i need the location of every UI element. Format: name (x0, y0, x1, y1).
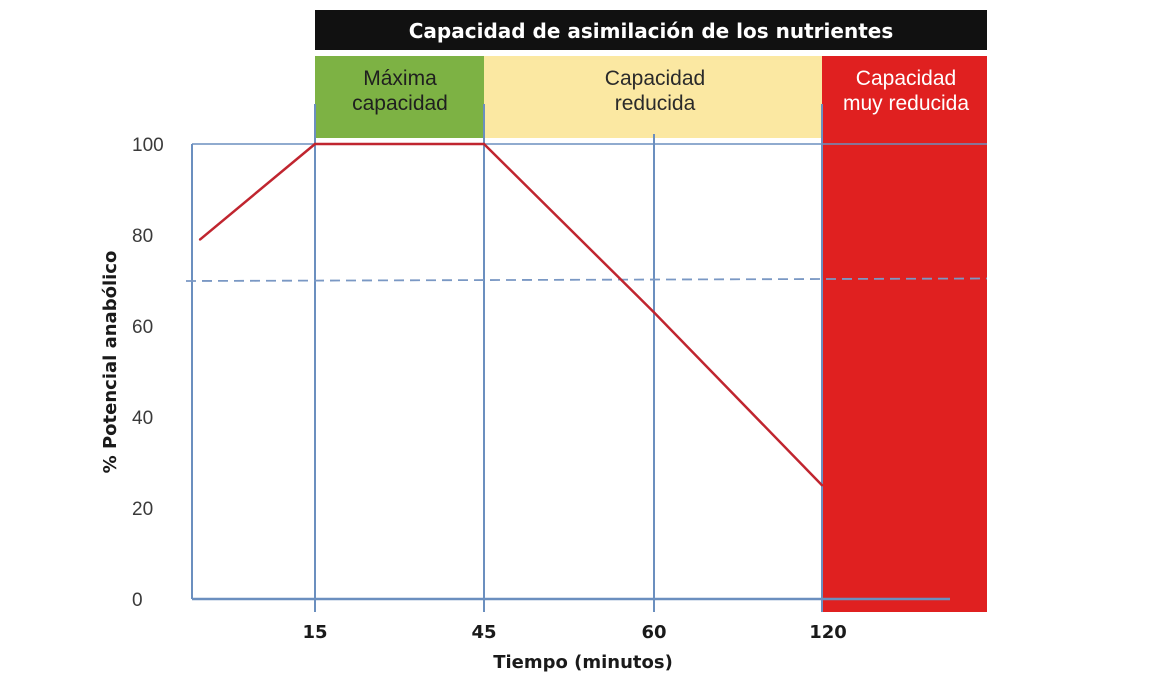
band-capacidad-reducida (484, 56, 822, 138)
y-tick-label: 100 (132, 135, 164, 156)
band-label-muy-reducida-line2: muy reducida (843, 92, 969, 115)
band-label-maxima-line2: capacidad (352, 92, 448, 115)
title-bar (315, 10, 987, 50)
y-tick-label: 80 (132, 226, 153, 247)
reference-dashed-line (185, 277, 988, 282)
y-axis-ticks: 0 20 40 60 80 100 (132, 135, 164, 611)
data-point (313, 142, 317, 146)
x-tick-label: 60 (641, 622, 666, 643)
band-capacidad-muy-reducida (822, 56, 987, 612)
band-label-reducida-line1: Capacidad (605, 67, 705, 90)
x-tick-label: 15 (302, 622, 327, 643)
y-tick-label: 60 (132, 317, 153, 338)
data-point (652, 311, 656, 314)
series-line (199, 142, 823, 487)
y-tick-label: 20 (132, 499, 153, 520)
x-tick-label: 45 (471, 622, 496, 643)
chart-title: Capacidad de asimilación de los nutrient… (409, 19, 893, 43)
band-label-reducida-line2: reducida (615, 92, 696, 115)
x-axis-title: Tiempo (minutos) (493, 652, 673, 673)
data-point (482, 142, 486, 146)
band-label-muy-reducida-line1: Capacidad (856, 67, 956, 90)
x-tick-label: 120 (809, 622, 847, 643)
band-label-maxima-line1: Máxima (363, 67, 437, 90)
y-tick-label: 40 (132, 408, 153, 429)
x-axis-ticks: 15 45 60 120 (302, 622, 846, 643)
y-axis-title: % Potencial anabólico (100, 251, 121, 474)
y-tick-label: 0 (132, 590, 143, 611)
data-point (198, 238, 202, 241)
series (198, 142, 824, 487)
data-point (820, 484, 824, 487)
band-maxima-capacidad (315, 56, 484, 138)
